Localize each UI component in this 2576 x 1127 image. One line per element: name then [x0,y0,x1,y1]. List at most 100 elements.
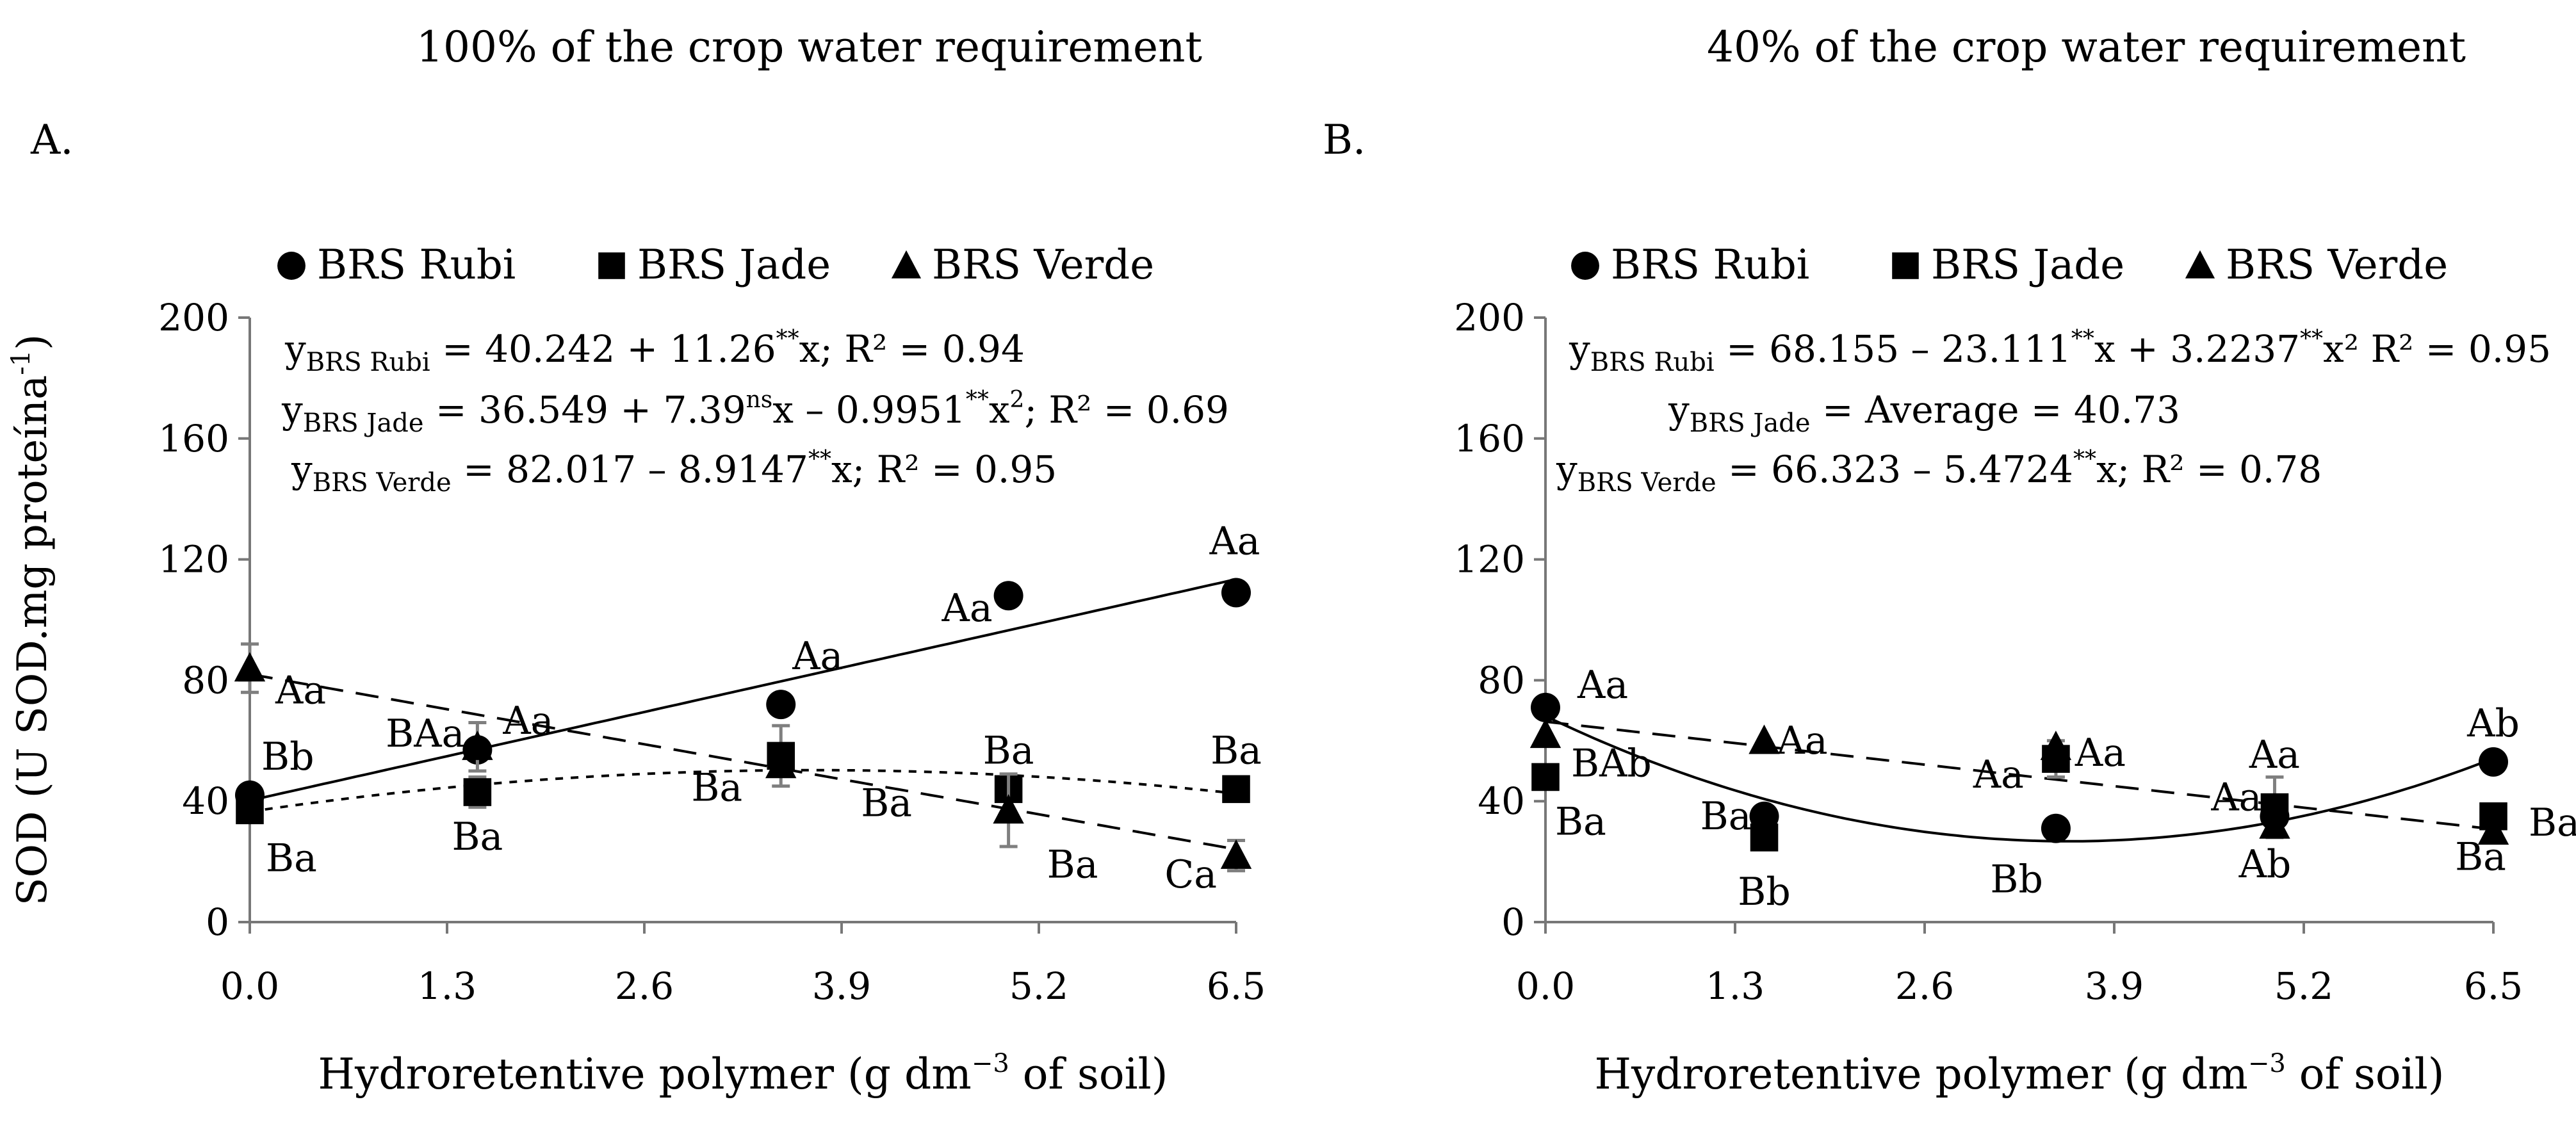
equation-part: x [989,388,1010,432]
equation-part: x² [2323,327,2359,371]
significance-label: Aa [792,634,843,679]
equation-superscript: ** [966,387,989,413]
equation-subscript: BRS Rubi [1590,348,1715,377]
legend-label: BRS Verde [932,241,1154,289]
significance-label: Aa [2075,731,2126,775]
data-point-brs-verde [462,731,493,760]
x-axis-label-tail: of soil) [1009,1050,1168,1099]
equation-part: = 68.155 – 23.111 [1715,327,2071,371]
marker-circle [277,252,306,280]
equation-part: = 82.017 – 8.9147 [452,448,808,491]
data-point-brs-rubi [1221,578,1251,608]
y-tick-label: 120 [1454,538,1525,581]
equation-part: x; R² = 0.78 [2096,448,2322,491]
legend-label: BRS Rubi [1611,241,1809,289]
data-point-brs-jade [1222,775,1250,804]
legend-entry: BRS Jade [1892,241,2124,289]
significance-label: Aa [1209,519,1260,564]
equation-part: ; R² = 0.69 [1024,388,1229,432]
data-point-brs-jade [463,778,492,806]
significance-label: Ba [1700,794,1752,839]
x-axis-label-exponent: −3 [2248,1049,2286,1078]
x-axis-label-main: Hydroretentive polymer (g dm [1594,1050,2247,1099]
x-tick-label: 3.9 [812,964,871,1008]
significance-label: Ba [452,815,503,859]
x-tick-label: 6.5 [2464,964,2523,1008]
significance-label: Ba [1047,842,1098,887]
equation-part: = 36.549 + 7.39 [424,388,746,432]
equation-y: y [291,448,313,491]
y-axis-label: SOD (U SOD.mg proteína-1) [6,334,56,905]
significance-label: Ba [1211,728,1262,773]
legend-label: BRS Rubi [317,241,516,289]
significance-label: Ab [2466,701,2520,746]
data-point-brs-verde [993,794,1024,824]
regression-equation: yBRS Verde = 82.017 – 8.9147**x; R² = 0.… [291,446,1057,498]
fit-line-brs-verde [1545,720,2494,831]
significance-label: Aa [1777,718,1828,763]
data-point-brs-jade [236,796,264,825]
significance-label: Ba [983,728,1034,773]
data-point-brs-rubi [2041,813,2071,843]
x-axis-label-exponent: −3 [972,1049,1009,1078]
y-tick-label: 200 [1454,296,1525,339]
data-point-brs-verde [1749,724,1780,754]
x-tick-label: 5.2 [1009,964,1068,1008]
data-point-brs-verde [2477,815,2509,845]
x-tick-label: 0.0 [1516,964,1575,1008]
significance-label: Bb [261,734,314,779]
significance-label: Aa [1973,752,2024,797]
equation-part: x + 3.2237 [2094,327,2300,371]
data-point-brs-rubi [993,581,1023,611]
significance-label: Aa [2210,775,2262,820]
legend-entry: BRS Verde [2185,241,2448,289]
significance-label: Ba [2529,800,2576,845]
panel-a: 100% of the crop water requirement A. 0 40 8… [6,22,1266,1099]
marker-square [598,252,625,279]
data-point-brs-verde [765,749,797,779]
regression-equation: yBRS Jade = Average = 40.73 [1668,388,2180,438]
regression-equation: yBRS Rubi = 68.155 – 23.111**x + 3.2237*… [1569,326,2551,377]
significance-label: Aa [1577,663,1628,708]
x-tick-label: 0.0 [220,964,279,1008]
data-point-brs-jade [1750,823,1779,852]
x-axis-label: Hydroretentive polymer (g dm−3 of soil) [1594,1049,2444,1099]
significance-label: Ba [2455,834,2506,879]
data-point-brs-verde [2259,809,2290,839]
equation-y: y [1569,327,1590,371]
y-tick-label: 160 [158,417,229,460]
fit-line-brs-jade [249,768,1237,813]
x-tick-label: 2.6 [1895,964,1954,1008]
equation-subscript: BRS Jade [1690,409,1811,438]
regression-equation: yBRS Verde = 66.323 – 5.4724**x; R² = 0.… [1556,446,2322,498]
x-tick-label: 1.3 [418,964,477,1008]
fit-line-brs-rubi [1545,715,2494,843]
equation-superscript: ** [2073,446,2096,473]
data-point-brs-verde [1220,839,1252,869]
equation-part: R² = 0.95 [2359,327,2551,371]
equation-superscript: 2 [1010,387,1025,413]
equation-part: = Average = 40.73 [1811,388,2180,432]
data-point-brs-verde [2040,731,2072,760]
y-tick-label: 40 [1478,779,1525,823]
panel-label: A. [30,117,74,164]
fit-line-brs-verde [249,672,1237,851]
equation-part: = 66.323 – 5.4724 [1716,448,2073,491]
significance-label: Aa [275,669,326,713]
equation-superscript: ** [776,326,799,352]
equation-subscript: BRS Verde [313,468,452,498]
significance-label: Ba [691,765,742,810]
y-tick-label: 80 [182,658,229,702]
equation-superscript: ** [2300,326,2323,352]
data-point-brs-verde [234,652,266,682]
marker-triangle [2185,250,2215,279]
significance-label: Bb [1990,857,2043,902]
data-point-brs-rubi [2479,747,2508,777]
marker-circle [1571,252,1599,280]
chart-title: 100% of the crop water requirement [416,22,1202,72]
y-axis-label-close: ) [9,334,56,350]
marker-triangle [891,250,922,279]
significance-label: Aa [2249,733,2300,777]
y-tick-label: 0 [206,900,229,944]
